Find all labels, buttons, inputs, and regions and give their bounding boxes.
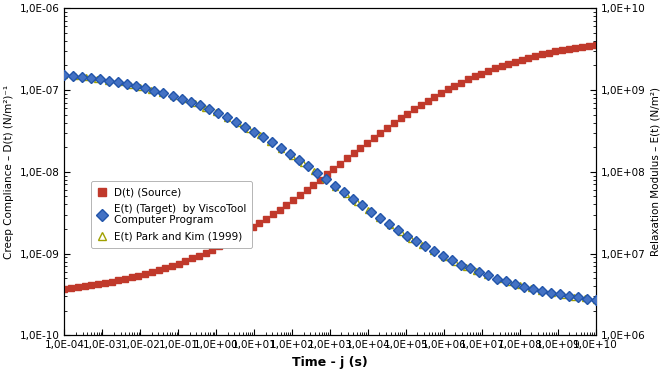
X-axis label: Time - ϳ (s): Time - ϳ (s)	[292, 356, 368, 369]
Legend: D(t) (Source), E(t) (Target)  by ViscoTool
Computer Program, E(t) Park and Kim (: D(t) (Source), E(t) (Target) by ViscoToo…	[91, 181, 253, 248]
Y-axis label: Relaxation Modulus – E(t) (N/m²): Relaxation Modulus – E(t) (N/m²)	[651, 87, 661, 256]
Y-axis label: Creep Compliance – D(t) (N/m²)⁻¹: Creep Compliance – D(t) (N/m²)⁻¹	[4, 85, 14, 259]
